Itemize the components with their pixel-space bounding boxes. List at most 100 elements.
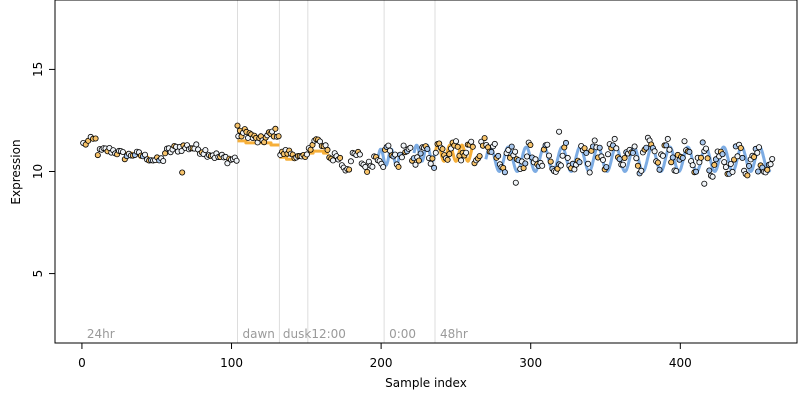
data-point [751,153,758,160]
data-point [729,168,736,175]
data-point [727,160,734,167]
data-point [119,148,126,155]
data-point [755,168,762,175]
data-point [556,128,563,135]
data-point [703,145,710,152]
x-tick-label: 200 [370,356,393,370]
data-point [546,152,553,159]
data-point [446,151,453,158]
data-point [385,142,392,149]
phase-labels: 24hr dawn dusk 12:00 0:00 48hr [87,327,468,341]
data-point [737,144,744,151]
data-point [424,145,431,152]
data-point [469,143,476,150]
data-point [557,162,564,169]
y-axis: 5 10 15 [31,62,56,278]
data-point [603,164,610,171]
phase-label: 24hr [87,327,115,341]
data-point [417,150,424,157]
data-point [769,155,776,162]
data-point [744,172,751,179]
phase-label: 12:00 [311,327,346,341]
data-point [532,156,539,163]
data-point [643,144,650,151]
data-point [756,144,763,151]
x-axis-title: Sample index [385,376,467,390]
data-point [362,163,369,170]
data-point [324,146,331,153]
data-point [512,179,519,186]
data-point [452,138,459,145]
data-point [427,160,434,167]
data-point [611,135,618,142]
data-point [616,156,623,163]
data-point [706,167,713,174]
data-point [544,141,551,148]
data-point [439,145,446,152]
data-point [346,166,353,173]
data-point [476,153,483,160]
data-point [524,153,531,160]
data-point [233,157,240,164]
data-point [633,155,640,162]
data-point [160,157,167,164]
data-point [631,143,638,150]
data-point [488,148,495,155]
y-axis-title: Expression [9,139,23,204]
data-point [400,142,407,149]
data-point [767,161,774,168]
data-point [398,154,405,161]
data-point [234,122,241,129]
data-point [591,137,598,144]
data-point [454,143,461,150]
data-point [620,161,627,168]
data-point [659,152,666,159]
data-point [392,151,399,158]
data-point [539,162,546,169]
data-point [719,151,726,158]
data-point [431,164,438,171]
data-point [395,163,402,170]
blue-fit-line [484,145,772,173]
data-point [356,151,363,158]
phase-label: 0:00 [389,327,416,341]
x-tick-label: 400 [669,356,692,370]
data-point [634,162,641,169]
x-tick-label: 300 [519,356,542,370]
data-point [193,141,200,148]
data-point [563,139,570,146]
data-point [704,155,711,162]
data-point [178,147,185,154]
y-tick-label: 5 [31,270,45,278]
data-point [202,147,209,154]
data-point [559,152,566,159]
data-point [666,146,673,153]
data-point [679,154,686,161]
data-point [721,159,728,166]
data-point [564,154,571,161]
data-point [689,162,696,169]
data-point [458,157,465,164]
data-point [415,157,422,164]
data-point [681,138,688,145]
data-point [722,164,729,171]
data-point [613,145,620,152]
data-point [303,151,310,158]
data-point [547,158,554,165]
data-point [407,144,414,151]
data-point [701,180,708,187]
data-point [699,139,706,146]
data-point [508,143,515,150]
data-point [337,154,344,161]
data-point [663,142,670,149]
data-point [698,154,705,161]
data-point [605,151,612,158]
data-point [654,159,661,166]
data-point [380,163,387,170]
data-point [179,169,186,176]
y-tick-label: 15 [31,62,45,77]
data-point [522,160,529,167]
data-point [468,138,475,145]
data-point [364,168,371,175]
